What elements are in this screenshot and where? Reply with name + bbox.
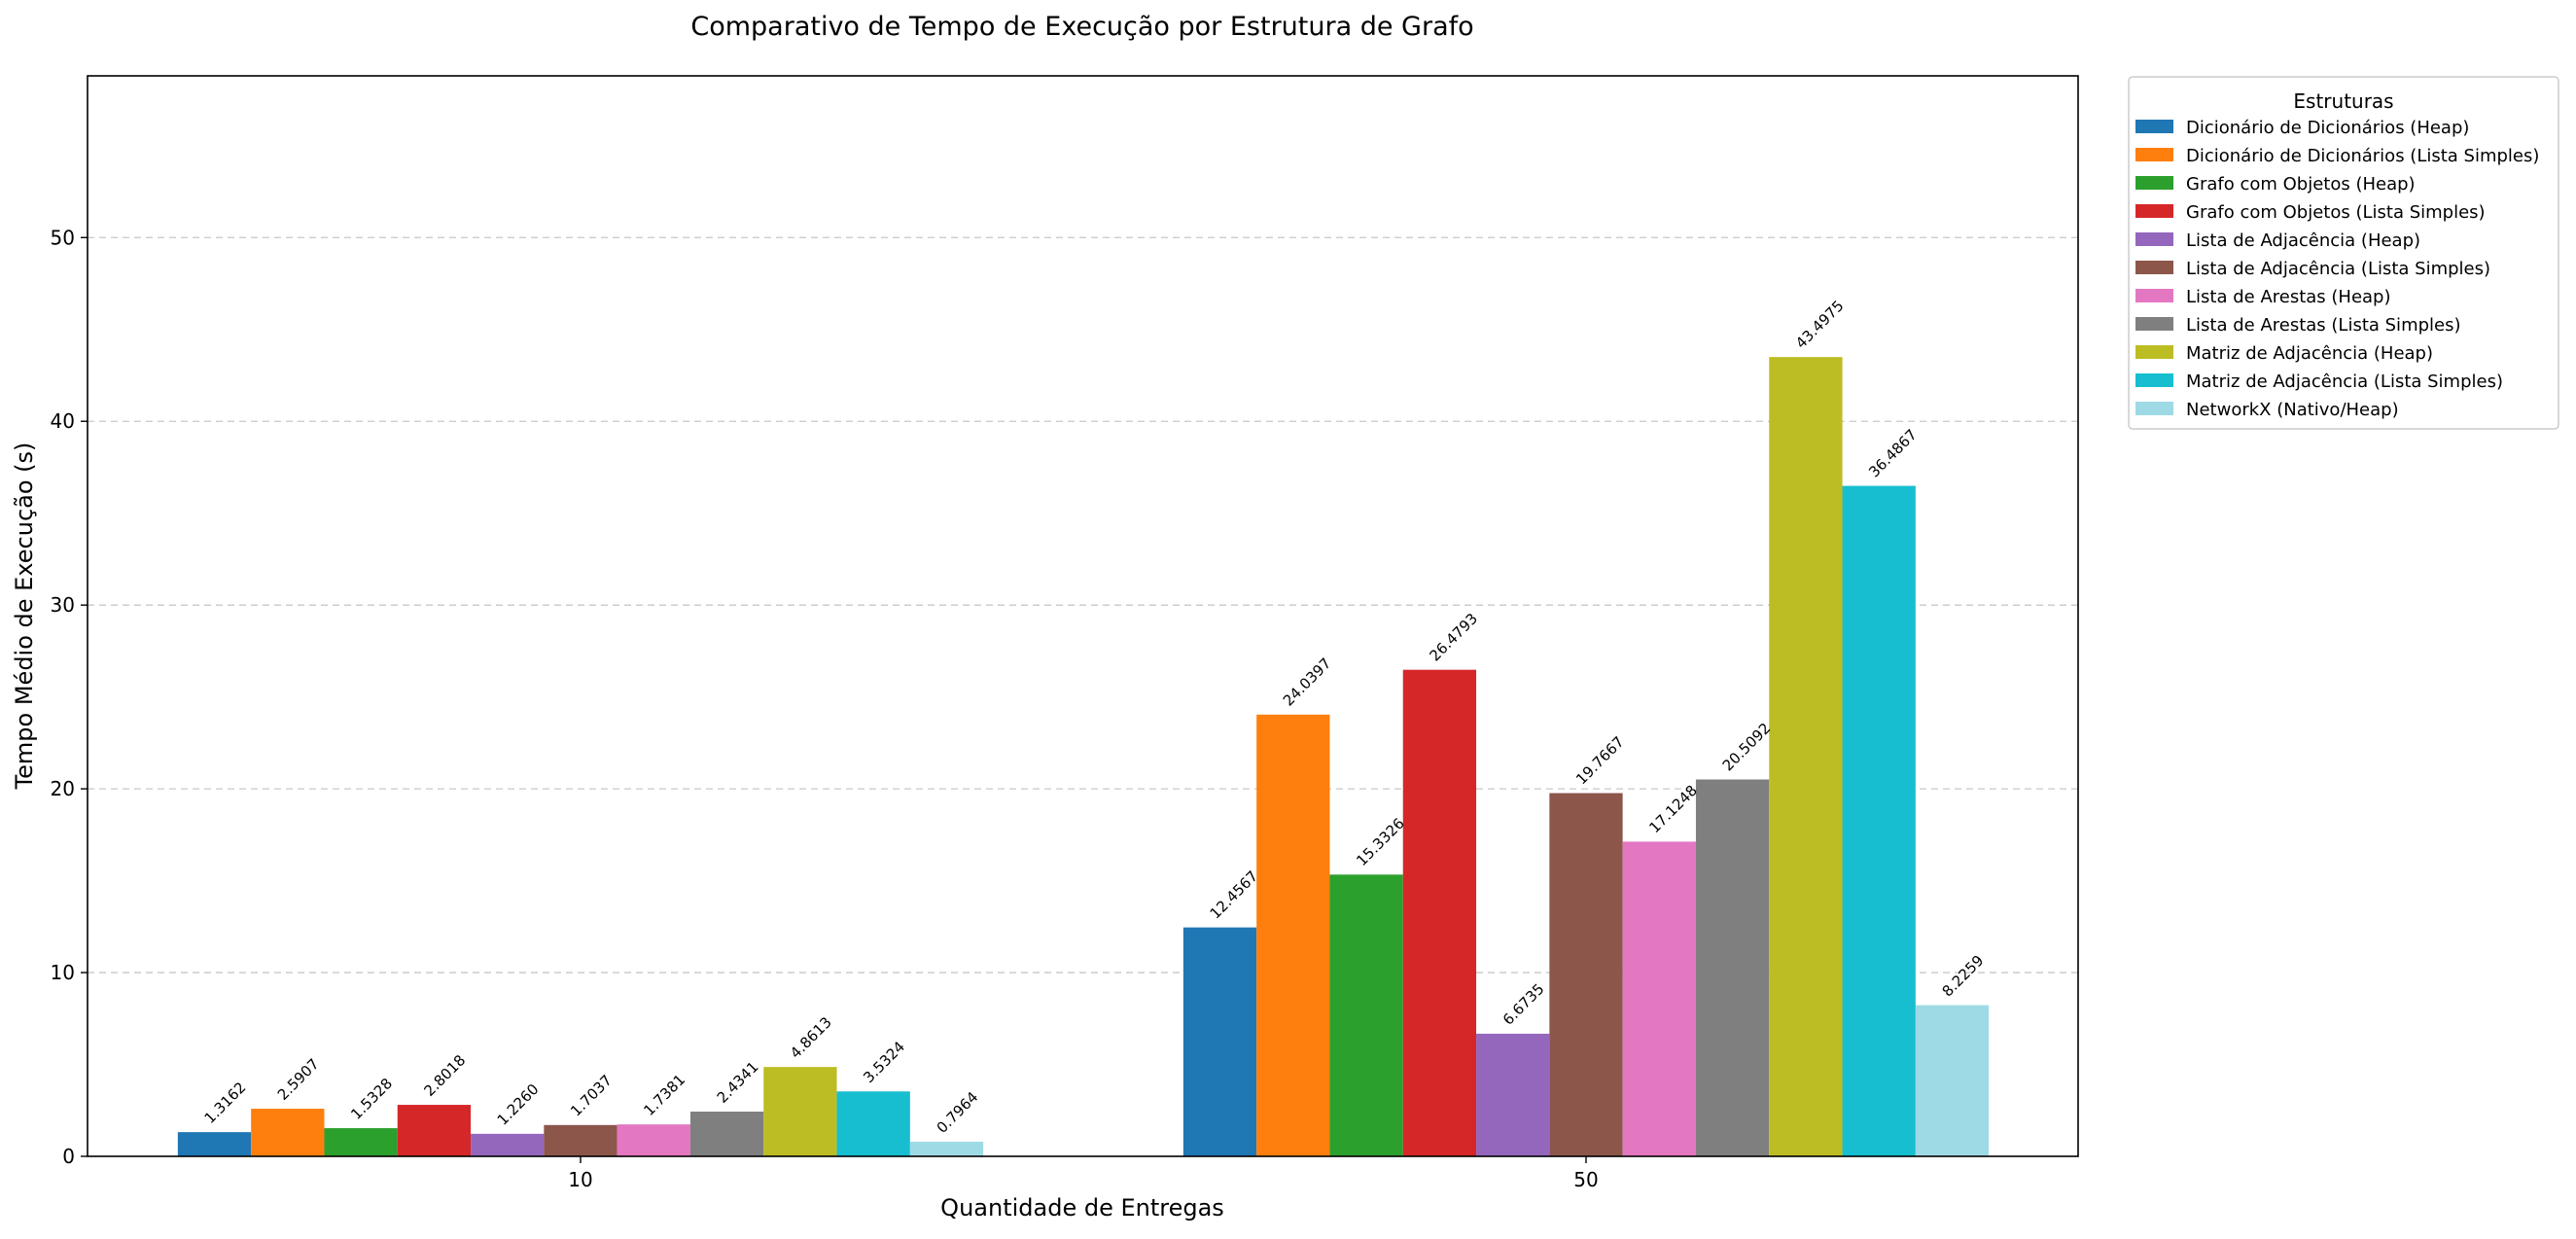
bar xyxy=(1476,1033,1550,1156)
y-tick-label: 40 xyxy=(51,409,75,433)
y-tick-label: 10 xyxy=(51,961,75,984)
legend-label: Dicionário de Dicionários (Heap) xyxy=(2186,118,2469,138)
x-tick-label: 10 xyxy=(568,1168,592,1191)
y-axis-label: Tempo Médio de Execução (s) xyxy=(11,442,38,791)
legend-label: Grafo com Objetos (Lista Simples) xyxy=(2186,202,2486,223)
legend-swatch xyxy=(2135,120,2173,133)
legend-label: Lista de Arestas (Heap) xyxy=(2186,287,2391,307)
legend-label: Grafo com Objetos (Heap) xyxy=(2186,174,2416,195)
bar xyxy=(1402,669,1477,1156)
bar xyxy=(617,1124,690,1156)
legend: Estruturas Dicionário de Dicionários (He… xyxy=(2128,76,2559,430)
legend-swatch xyxy=(2135,204,2173,218)
y-tick-label: 50 xyxy=(51,226,75,249)
bar xyxy=(1769,357,1843,1156)
legend-swatch xyxy=(2135,289,2173,302)
bar xyxy=(763,1067,837,1156)
legend-label: Matriz de Adjacência (Lista Simples) xyxy=(2186,372,2503,392)
legend-label: Dicionário de Dicionários (Lista Simples… xyxy=(2186,146,2539,166)
legend-swatch xyxy=(2135,148,2173,161)
y-tick-label: 20 xyxy=(51,777,75,800)
y-tick-label: 0 xyxy=(62,1145,75,1168)
legend-swatch xyxy=(2135,261,2173,274)
legend-swatch xyxy=(2135,232,2173,246)
x-tick-label: 50 xyxy=(1573,1168,1598,1191)
plot-area-frame xyxy=(87,75,2079,1157)
bar xyxy=(397,1105,472,1156)
x-axis-label: Quantidade de Entregas xyxy=(940,1194,1224,1221)
bars xyxy=(177,357,1990,1156)
legend-label: NetworkX (Nativo/Heap) xyxy=(2186,400,2399,420)
legend-swatch xyxy=(2135,345,2173,359)
legend-swatch xyxy=(2135,373,2173,387)
legend-items: Dicionário de Dicionários (Heap) Dicionár… xyxy=(2135,118,2539,420)
bar xyxy=(1549,793,1623,1156)
legend-swatch xyxy=(2135,176,2173,190)
legend-label: Lista de Adjacência (Lista Simples) xyxy=(2186,259,2490,279)
bar xyxy=(1622,841,1696,1156)
x-axis-ticks: 10 50 xyxy=(568,1156,1599,1191)
legend-label: Lista de Adjacência (Heap) xyxy=(2186,230,2420,251)
bar xyxy=(324,1128,398,1156)
bar xyxy=(836,1091,910,1156)
legend-label: Lista de Arestas (Lista Simples) xyxy=(2186,315,2461,336)
bar xyxy=(544,1124,618,1156)
legend-swatch xyxy=(2135,402,2173,415)
bar xyxy=(177,1132,252,1156)
y-tick-label: 30 xyxy=(51,593,75,617)
bar xyxy=(909,1141,984,1156)
chart-title: Comparativo de Tempo de Execução por Est… xyxy=(690,12,1473,42)
bar xyxy=(471,1133,545,1156)
bar xyxy=(1915,1005,1990,1156)
bar xyxy=(1842,485,1916,1156)
bar xyxy=(1695,779,1770,1156)
bar xyxy=(251,1109,325,1156)
bar xyxy=(1329,874,1403,1156)
legend-title: Estruturas xyxy=(2293,89,2393,113)
bar xyxy=(1256,714,1330,1156)
y-axis-ticks: 0 10 20 30 40 50 xyxy=(51,226,88,1168)
legend-label: Matriz de Adjacência (Heap) xyxy=(2186,343,2433,364)
bar xyxy=(689,1112,764,1156)
bar xyxy=(1182,927,1257,1156)
legend-swatch xyxy=(2135,317,2173,331)
legend-box xyxy=(2128,76,2559,430)
